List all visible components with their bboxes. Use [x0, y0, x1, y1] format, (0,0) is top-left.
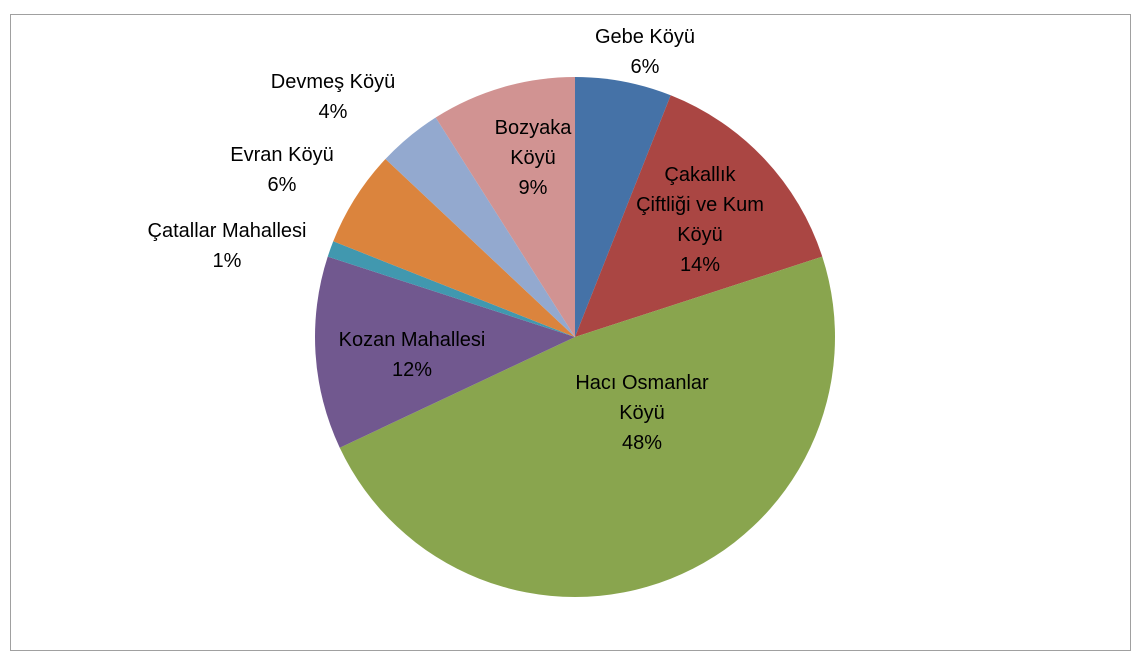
category-label: Evran Köyü	[230, 144, 334, 166]
value-label: 1%	[212, 250, 242, 272]
value-label: 6%	[267, 174, 297, 196]
category-label: Gebe Köyü	[594, 26, 696, 48]
value-label: 6%	[630, 56, 660, 78]
category-label: Çakallık Çiftliği ve Kum Köyü	[636, 164, 764, 246]
value-label: 48%	[621, 432, 663, 454]
slice-label: Bozyaka Köyü 9%	[488, 113, 578, 203]
value-label: 14%	[679, 254, 721, 276]
slice-label: Kozan Mahallesi 12%	[312, 325, 512, 385]
slice-label: Çakallık Çiftliği ve Kum Köyü 14%	[635, 160, 765, 280]
slice-label: Çatallar Mahallesi 1%	[117, 216, 337, 276]
category-label: Çatallar Mahallesi	[147, 220, 307, 242]
slice-label: Devmeş Köyü 4%	[233, 67, 433, 127]
value-label: 12%	[391, 359, 433, 381]
pie-slice	[333, 159, 575, 337]
slice-label: Gebe Köyü 6%	[545, 22, 745, 82]
pie-slice	[315, 256, 575, 448]
value-label: 4%	[318, 101, 348, 123]
category-label: Bozyaka Köyü	[494, 117, 572, 169]
pie-slice	[575, 95, 823, 337]
category-label: Hacı Osmanlar Köyü	[575, 372, 709, 424]
category-label: Devmeş Köyü	[270, 71, 396, 93]
value-label: 9%	[518, 177, 548, 199]
pie-slice	[575, 77, 671, 337]
slice-label: Evran Köyü 6%	[182, 140, 382, 200]
category-label: Kozan Mahallesi	[338, 329, 486, 351]
pie-slice	[339, 256, 835, 598]
pie-slice	[385, 117, 575, 338]
pie-slice	[435, 77, 575, 337]
pie-slice	[327, 241, 575, 337]
slice-label: Hacı Osmanlar Köyü 48%	[552, 368, 732, 458]
